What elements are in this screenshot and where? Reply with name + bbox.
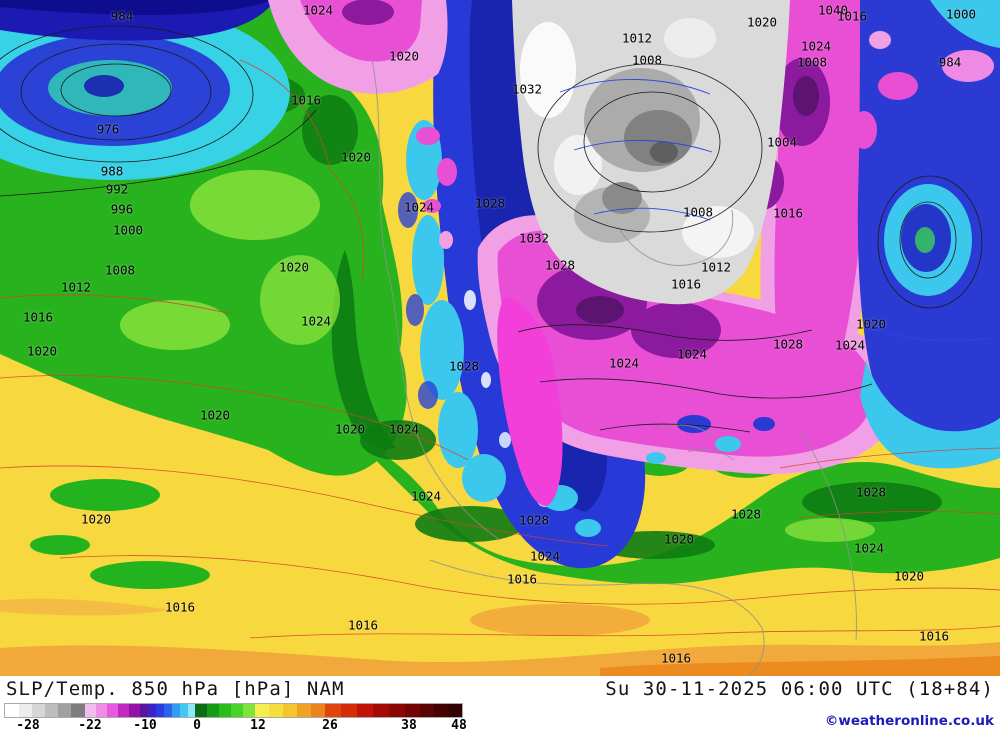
colorbar-segment: [85, 704, 96, 717]
colorbar-segment: [118, 704, 129, 717]
colorbar-segment: [448, 704, 462, 717]
colorbar-segment: [297, 704, 311, 717]
colorbar-tick: 26: [322, 718, 338, 733]
colorbar-segment: [129, 704, 140, 717]
colorbar-tick: -28: [16, 718, 40, 733]
map-canvas: 984 1024 1020 1012 1008 1032 1020 1040 1016 1024 1…: [0, 0, 1000, 676]
colorbar-ticks: -28 -22 -10 0 12 26 38 48: [5, 718, 467, 733]
colorbar-tick: -10: [133, 718, 157, 733]
colorbar-segment: [373, 704, 389, 717]
colorbar-segment: [269, 704, 283, 717]
colorbar-segment: [243, 704, 255, 717]
map-datetime: Su 30-11-2025 06:00 UTC (18+84): [605, 678, 994, 700]
colorbar-tick: 38: [401, 718, 417, 733]
colorbar-segment: [207, 704, 219, 717]
colorbar-segment: [283, 704, 297, 717]
atlantic-cold-region: [646, 0, 1000, 469]
colorbar-tick: -22: [78, 718, 102, 733]
colorbar-tick: 48: [451, 718, 467, 733]
colorbar-segment: [96, 704, 107, 717]
colorbar-segment: [389, 704, 405, 717]
colorbar-segment: [172, 704, 180, 717]
colorbar-segment: [325, 704, 341, 717]
weather-map-svg: [0, 0, 1000, 676]
colorbar-segment: [45, 704, 58, 717]
colorbar-segment: [164, 704, 172, 717]
copyright-link[interactable]: ©weatheronline.co.uk: [824, 713, 994, 729]
colorbar-segment: [434, 704, 448, 717]
colorbar-segment: [255, 704, 269, 717]
colorbar-segment: [148, 704, 156, 717]
magenta-cold-regions: [268, 0, 898, 506]
colorbar-segment: [140, 704, 148, 717]
colorbar-segment: [341, 704, 357, 717]
colorbar-segment: [180, 704, 188, 717]
contour-lines: [0, 25, 1000, 676]
colorbar-segment: [19, 704, 32, 717]
colorbar-segment: [71, 704, 85, 717]
caption-row: SLP/Temp. 850 hPa [hPa] NAM Su 30-11-202…: [6, 678, 994, 700]
caption-bar: SLP/Temp. 850 hPa [hPa] NAM Su 30-11-202…: [0, 676, 1000, 733]
colorbar-tick: 12: [250, 718, 266, 733]
map-title: SLP/Temp. 850 hPa [hPa] NAM: [6, 678, 345, 700]
colorbar-segment: [5, 704, 19, 717]
arctic-airmass: [512, 0, 790, 305]
colorbar-segment: [195, 704, 207, 717]
colorbar-tick: 0: [193, 718, 201, 733]
colorbar-segment: [32, 704, 45, 717]
colorbar-segment: [156, 704, 164, 717]
colorbar-segment: [188, 704, 195, 717]
colorbar-segment: [231, 704, 243, 717]
colorbar-segment: [405, 704, 420, 717]
colorbar-segment: [420, 704, 434, 717]
colorbar-segment: [219, 704, 231, 717]
temperature-colorbar: [4, 703, 463, 718]
colorbar-segment: [58, 704, 71, 717]
colorbar-segment: [311, 704, 325, 717]
colorbar-segment: [357, 704, 373, 717]
colorbar-segment: [107, 704, 118, 717]
